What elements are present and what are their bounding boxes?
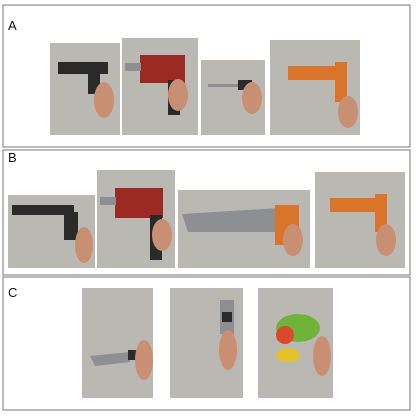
panel-label: C	[8, 285, 17, 300]
panel-frame	[2, 149, 411, 276]
panel-label: B	[8, 150, 17, 165]
panel-frame	[2, 276, 411, 411]
photo-caulk-gun	[315, 172, 405, 268]
photo-device	[170, 288, 243, 398]
photo-drill	[122, 38, 198, 135]
photo-knife	[82, 288, 153, 398]
photo-caulk-gun	[270, 40, 360, 135]
photo-screwdriver	[201, 60, 265, 135]
panel-label: A	[8, 18, 17, 33]
photo-toy	[258, 288, 333, 398]
panel-frame	[2, 4, 411, 148]
photo-pistol	[50, 43, 120, 135]
photo-drill	[97, 170, 175, 268]
photo-saw	[178, 190, 310, 268]
photo-revolver	[8, 195, 95, 268]
